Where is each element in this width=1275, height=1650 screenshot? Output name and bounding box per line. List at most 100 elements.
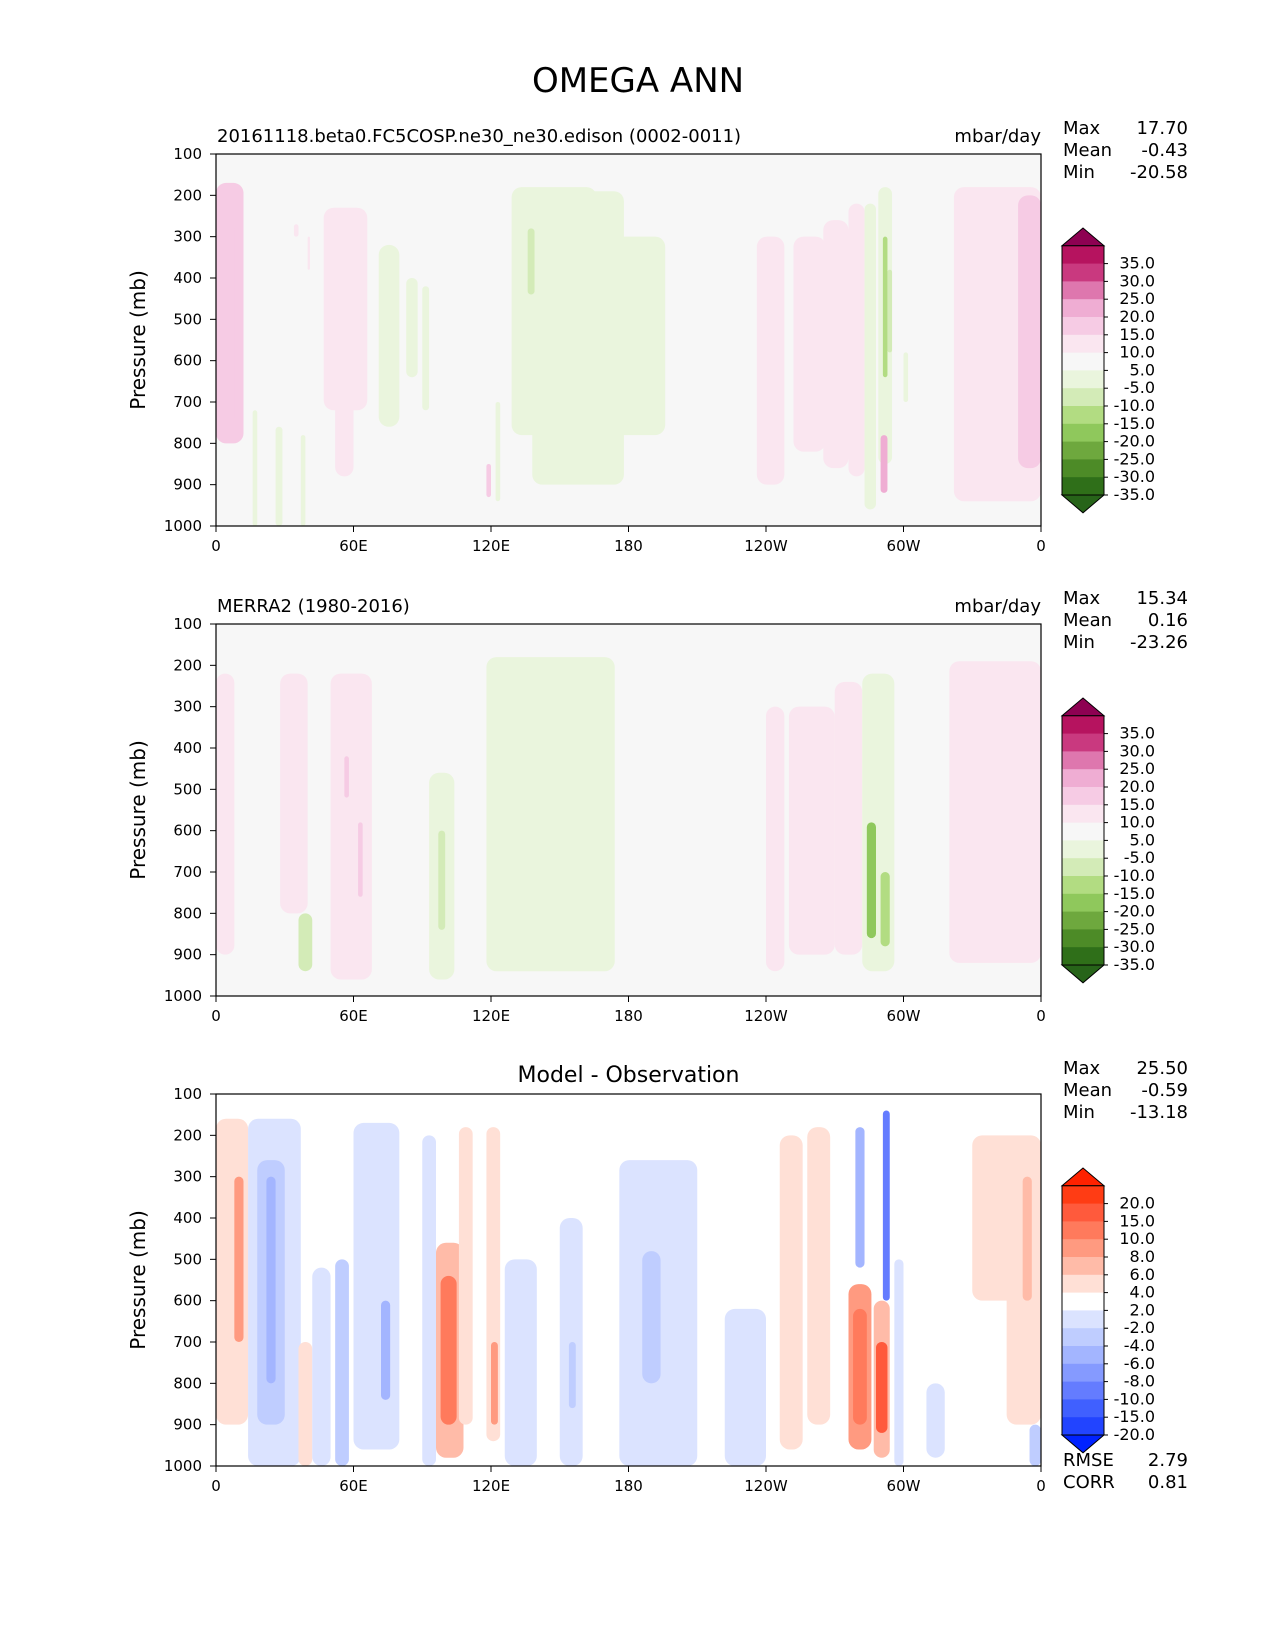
colorbar-segment	[1062, 281, 1104, 300]
colorbar-label: -15.0	[1114, 884, 1155, 903]
x-tick-label: 120E	[472, 1007, 510, 1025]
colorbar-segment	[1062, 947, 1104, 966]
y-tick-label: 600	[173, 822, 202, 840]
metric-value: 0.81	[1148, 1472, 1188, 1493]
x-tick-label: 0	[1036, 1477, 1046, 1495]
panel-diff: 0 60E 120E 180 120W 60W 0 100 200 300 400 500 600 700…	[126, 1058, 1188, 1495]
y-axis-label: Pressure (mb)	[126, 740, 150, 880]
contour-region	[779, 1135, 803, 1450]
x-tick-label: 60E	[339, 1007, 368, 1025]
panel-units: mbar/day	[954, 596, 1041, 617]
y-tick-label: 600	[173, 352, 202, 370]
contour-region	[486, 464, 491, 498]
colorbar-segment	[1062, 787, 1104, 806]
y-tick-label: 100	[173, 1085, 202, 1103]
colorbar-label: 10.0	[1119, 813, 1155, 832]
y-tick-label: 500	[173, 310, 202, 328]
colorbar-segment	[1062, 822, 1104, 841]
contour-region	[864, 203, 876, 510]
colorbar-label: -10.0	[1114, 396, 1155, 415]
contour-region	[559, 1218, 583, 1466]
stat-value: 25.50	[1136, 1058, 1188, 1079]
y-tick-label: 200	[173, 186, 202, 204]
y-tick-label: 300	[173, 228, 202, 246]
stat-value: 17.70	[1136, 118, 1188, 139]
contour-region	[866, 822, 876, 939]
colorbar-label: -20.0	[1114, 902, 1155, 921]
contour-region	[903, 352, 909, 402]
contour-region	[523, 669, 608, 897]
contour-region	[766, 706, 785, 972]
colorbar-label: 35.0	[1119, 254, 1155, 273]
metric-value: 2.79	[1148, 1450, 1188, 1471]
contour-region	[491, 1342, 498, 1425]
colorbar-segment	[1062, 459, 1104, 478]
x-tick-label: 0	[1036, 537, 1046, 555]
y-tick-label: 900	[173, 946, 202, 964]
contour-region	[422, 286, 430, 411]
stat-value: -0.59	[1141, 1080, 1188, 1101]
contour-region	[353, 1122, 400, 1450]
x-tick-label: 60E	[339, 1477, 368, 1495]
colorbar-segment	[1062, 317, 1104, 336]
x-tick-label: 180	[614, 1007, 643, 1025]
contour-region	[358, 822, 363, 897]
panel-units: mbar/day	[954, 126, 1041, 147]
contour-region	[582, 236, 666, 436]
panel-title-left: 20161118.beta0.FC5COSP.ne30_ne30.edison …	[217, 126, 741, 147]
colorbar-label: 5.0	[1130, 830, 1155, 849]
contour-region	[280, 673, 308, 914]
contour-region	[307, 236, 310, 270]
x-tick-label: 180	[614, 1477, 643, 1495]
colorbar-segment	[1062, 1274, 1104, 1294]
colorbar-segment	[1062, 929, 1104, 948]
colorbar-segment	[1062, 804, 1104, 824]
colorbar-segment	[1062, 893, 1104, 913]
field-layer	[216, 657, 1041, 980]
contour-region	[300, 435, 306, 526]
contour-region	[335, 1259, 349, 1466]
colorbar-label: -5.0	[1124, 378, 1155, 397]
colorbar-segment	[1062, 1185, 1104, 1205]
colorbar-segment	[1062, 1292, 1104, 1311]
contour-region	[887, 269, 893, 353]
colorbar-label: -35.0	[1114, 485, 1155, 504]
colorbar-segment	[1062, 715, 1104, 735]
contour-region	[495, 402, 501, 502]
contour-region	[504, 1259, 537, 1466]
colorbar-extend-top	[1060, 1167, 1106, 1187]
contour-region	[853, 1308, 867, 1425]
colorbar-label: -30.0	[1114, 937, 1155, 956]
contour-region	[298, 913, 313, 972]
colorbar-label: 30.0	[1119, 741, 1155, 760]
panel-title-left: MERRA2 (1980-2016)	[217, 596, 410, 617]
stat-value: -23.26	[1130, 632, 1188, 653]
x-tick-label: 60W	[887, 537, 921, 555]
contour-region	[894, 1259, 904, 1466]
colorbar-label: -30.0	[1114, 467, 1155, 486]
colorbar-extend-top	[1060, 227, 1106, 247]
x-tick-label: 0	[1036, 1007, 1046, 1025]
y-tick-label: 800	[173, 1374, 202, 1392]
contour-region	[440, 1275, 457, 1425]
contour-region	[1029, 1424, 1041, 1466]
contour-region	[312, 1267, 331, 1466]
y-tick-label: 400	[173, 269, 202, 287]
colorbar-label: -8.0	[1124, 1372, 1155, 1391]
colorbar-segment	[1062, 334, 1104, 354]
y-tick-label: 800	[173, 434, 202, 452]
y-tick-label: 500	[173, 1250, 202, 1268]
colorbar-segment	[1062, 263, 1104, 282]
y-tick-label: 900	[173, 1416, 202, 1434]
colorbar-label: -35.0	[1114, 955, 1155, 974]
colorbar-segment	[1062, 245, 1104, 265]
colorbar-segment	[1062, 1346, 1104, 1365]
contour-region	[793, 236, 826, 452]
stat-value: 15.34	[1136, 588, 1188, 609]
colorbar-label: 20.0	[1119, 777, 1155, 796]
contour-region	[823, 220, 849, 469]
y-tick-label: 500	[173, 780, 202, 798]
y-axis-label: Pressure (mb)	[126, 1210, 150, 1350]
stat-value: 0.16	[1148, 610, 1188, 631]
